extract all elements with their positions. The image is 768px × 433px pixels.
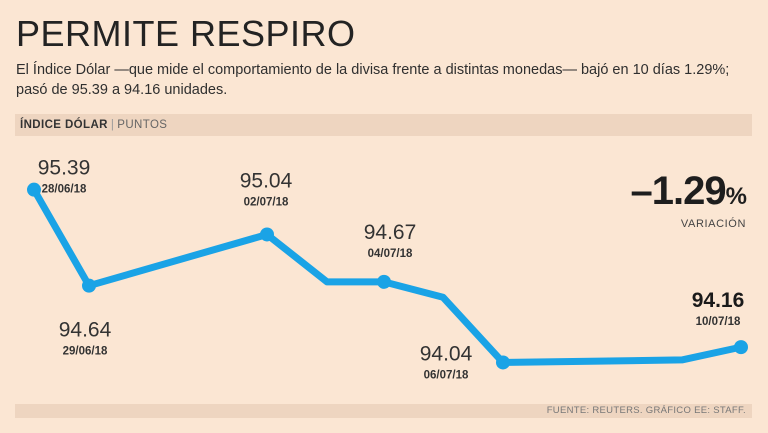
point-value-label: 95.04 xyxy=(240,169,293,192)
point-marker xyxy=(496,355,510,370)
data-labels: 95.39 28/06/18 94.64 29/06/18 95.04 02/07/18 9… xyxy=(38,157,745,382)
variation-value: –1.29% xyxy=(630,169,747,218)
point-marker xyxy=(377,274,391,289)
variation-callout: –1.29% VARIACIÓN xyxy=(630,169,747,230)
point-date-label: 28/06/18 xyxy=(42,184,87,196)
point-date-label: 06/07/18 xyxy=(424,369,469,381)
point-marker xyxy=(27,182,41,197)
point-value-label: 94.67 xyxy=(364,221,417,244)
chart-subtitle: El Índice Dólar —que mide el comportamie… xyxy=(16,62,730,98)
source-bar: FUENTE: REUTERS. GRÁFICO EE: STAFF. xyxy=(15,404,752,418)
y-axis-label: ÍNDICE DÓLAR xyxy=(20,119,108,131)
point-date-label: 02/07/18 xyxy=(244,196,289,208)
point-value-label: 95.39 xyxy=(38,157,91,180)
chart-header-bar: ÍNDICE DÓLAR | PUNTOS xyxy=(15,114,752,136)
point-value-label: 94.64 xyxy=(59,319,112,342)
point-marker xyxy=(82,278,96,293)
point-markers xyxy=(27,182,748,370)
variation-percent-sign: % xyxy=(725,183,747,210)
unit-label: PUNTOS xyxy=(117,119,168,131)
variation-number: –1.29 xyxy=(630,169,727,213)
header-separator: | xyxy=(110,119,115,131)
point-date-label: 29/06/18 xyxy=(63,346,108,358)
point-date-label: 10/07/18 xyxy=(696,316,741,328)
point-value-label: 94.16 xyxy=(692,289,745,312)
chart-title: PERMITE RESPIRO xyxy=(16,13,356,54)
point-marker xyxy=(734,340,748,355)
source-note: FUENTE: REUTERS. GRÁFICO EE: STAFF. xyxy=(546,405,746,416)
variation-label: VARIACIÓN xyxy=(680,218,746,230)
series-line xyxy=(30,186,745,366)
point-marker xyxy=(260,227,274,242)
point-date-label: 04/07/18 xyxy=(368,248,413,260)
point-value-label: 94.04 xyxy=(420,342,473,365)
